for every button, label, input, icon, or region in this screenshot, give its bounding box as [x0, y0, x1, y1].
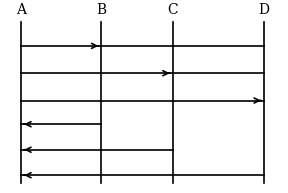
Text: D: D — [258, 3, 269, 17]
Text: A: A — [16, 3, 26, 17]
Text: B: B — [96, 3, 106, 17]
Text: C: C — [167, 3, 178, 17]
